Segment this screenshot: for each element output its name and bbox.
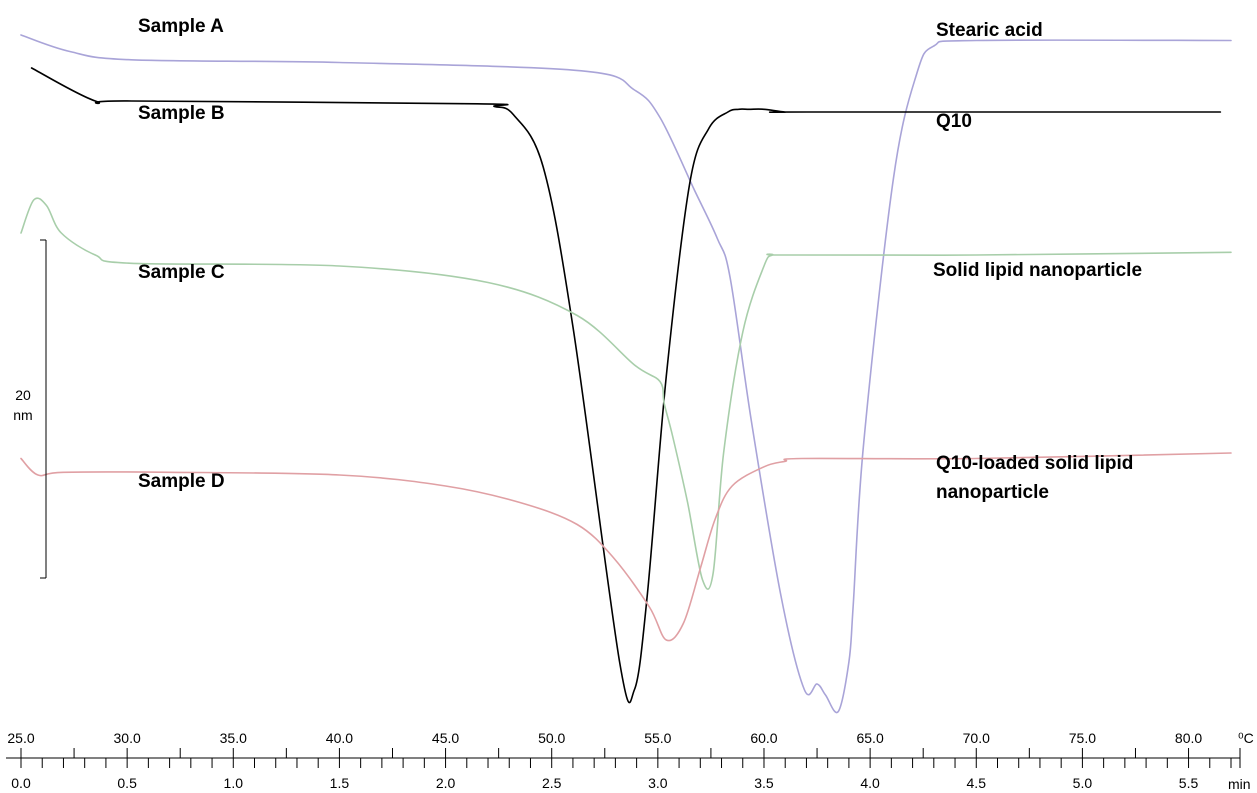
label-sample-d: Sample D — [138, 471, 225, 492]
time-tick-label: 5.5 — [1179, 775, 1199, 791]
time-tick-label: 1.0 — [224, 775, 244, 791]
x-axis-dual: ⁰C min 25.0 30.0 35.0 40.0 45.0 50.0 55.0 60.0 6… — [6, 730, 1254, 792]
time-tick-label: 3.5 — [754, 775, 774, 791]
time-tick-label: 4.0 — [860, 775, 880, 791]
time-tick-label: 1.5 — [330, 775, 350, 791]
temperature-tick-label: 35.0 — [220, 730, 247, 746]
time-tick-label: 5.0 — [1073, 775, 1093, 791]
temperature-tick-label: 25.0 — [7, 730, 34, 746]
label-solid-lipid-nanoparticle: Solid lipid nanoparticle — [933, 260, 1142, 281]
temperature-tick-label: 40.0 — [326, 730, 353, 746]
label-sample-c: Sample C — [138, 262, 225, 283]
temperature-tick-label: 55.0 — [644, 730, 671, 746]
label-stearic-acid: Stearic acid — [936, 20, 1043, 41]
time-tick-label: 2.0 — [436, 775, 456, 791]
label-q10: Q10 — [936, 111, 972, 132]
temperature-tick-label: 45.0 — [432, 730, 459, 746]
scale-bar: 20 nm — [13, 239, 47, 579]
time-tick-label: 3.0 — [648, 775, 668, 791]
temperature-tick-label: 65.0 — [856, 730, 883, 746]
curves-group — [20, 34, 1232, 714]
temperature-tick-label: 80.0 — [1175, 730, 1202, 746]
series-line-stearic-acid — [20, 34, 1232, 714]
time-tick-label: 0.5 — [117, 775, 137, 791]
label-q10-loaded-sln-line2: nanoparticle — [936, 482, 1049, 503]
label-sample-b: Sample B — [138, 103, 225, 124]
label-q10-loaded-sln-line1: Q10-loaded solid lipid — [936, 453, 1133, 474]
temperature-unit-label: ⁰C — [1238, 730, 1254, 746]
time-tick-label: 4.5 — [967, 775, 987, 791]
temperature-tick-label: 60.0 — [750, 730, 777, 746]
scale-bar-value: 20 — [15, 387, 31, 403]
time-tick-label: 0.0 — [11, 775, 31, 791]
temperature-tick-label: 30.0 — [114, 730, 141, 746]
series-line-q10-loaded-solid-lipid-nanoparticle — [20, 452, 1232, 642]
time-tick-label: 2.5 — [542, 775, 562, 791]
label-sample-a: Sample A — [138, 16, 224, 37]
temperature-tick-label: 50.0 — [538, 730, 565, 746]
series-line-q10 — [30, 67, 1222, 704]
temperature-tick-label: 70.0 — [963, 730, 990, 746]
scale-bar-unit: nm — [13, 407, 32, 423]
time-unit-label: min — [1228, 776, 1251, 792]
series-line-solid-lipid-nanoparticle — [20, 197, 1232, 590]
temperature-tick-label: 75.0 — [1069, 730, 1096, 746]
